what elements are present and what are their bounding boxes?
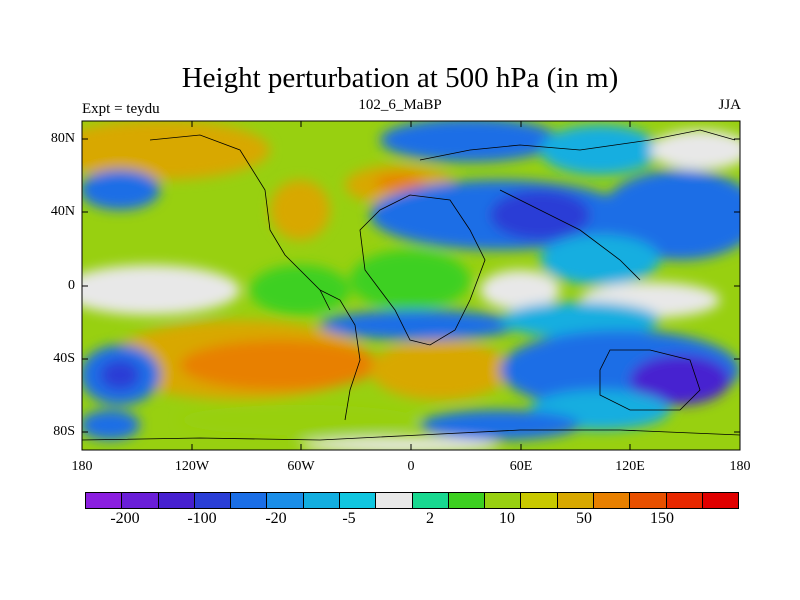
- colorbar-label: -200: [110, 510, 140, 527]
- colorbar-label: 50: [576, 510, 592, 527]
- y-tick-label: 40N: [50, 204, 75, 219]
- colorbar-label: 150: [650, 510, 674, 527]
- contour-field: [82, 121, 740, 450]
- colorbar-label: -100: [187, 510, 217, 527]
- colorbar-label: -5: [342, 510, 356, 527]
- map-title: Height perturbation at 500 hPa (in m): [181, 62, 619, 94]
- colorbar-swatch: [376, 493, 413, 508]
- colorbar-label: -20: [265, 510, 287, 527]
- colorbar-swatch: [158, 493, 195, 508]
- colorbar: [85, 492, 739, 509]
- colorbar-swatch: [267, 493, 304, 508]
- colorbar-swatch: [339, 493, 377, 508]
- colorbar-swatch: [448, 493, 486, 508]
- x-tick-label: 60W: [287, 459, 315, 474]
- colorbar-swatch: [303, 493, 340, 508]
- colorbar-swatch: [557, 493, 594, 508]
- x-tick-label: 60E: [509, 459, 533, 474]
- colorbar-swatch: [122, 493, 159, 508]
- colorbar-swatch: [485, 493, 522, 508]
- x-tick-label: 120W: [174, 459, 210, 474]
- x-tick-label: 0: [407, 459, 415, 474]
- x-tick-label: 180: [71, 459, 93, 474]
- colorbar-label: 2: [426, 510, 434, 527]
- colorbar-swatch: [194, 493, 232, 508]
- colorbar-swatch: [593, 493, 631, 508]
- experiment-label: Expt = teydu: [82, 101, 160, 117]
- colorbar-swatch: [630, 493, 667, 508]
- colorbar-swatch: [412, 493, 449, 508]
- y-tick-label: 0: [68, 278, 75, 293]
- y-tick-label: 80S: [53, 424, 75, 439]
- y-tick-label: 80N: [50, 131, 75, 146]
- period-label: 102_6_MaBP: [358, 97, 442, 113]
- colorbar-swatch: [702, 493, 739, 508]
- colorbar-swatch: [86, 493, 123, 508]
- colorbar-swatch: [521, 493, 558, 508]
- axis-ticks: [81, 121, 741, 450]
- coastlines: [82, 129, 740, 441]
- colorbar-swatch: [666, 493, 703, 508]
- colorbar-swatch: [231, 493, 268, 508]
- x-tick-label: 120E: [615, 459, 645, 474]
- y-tick-label: 40S: [53, 351, 75, 366]
- x-tick-label: 180: [729, 459, 751, 474]
- season-label: JJA: [718, 97, 741, 113]
- colorbar-label: 10: [499, 510, 515, 527]
